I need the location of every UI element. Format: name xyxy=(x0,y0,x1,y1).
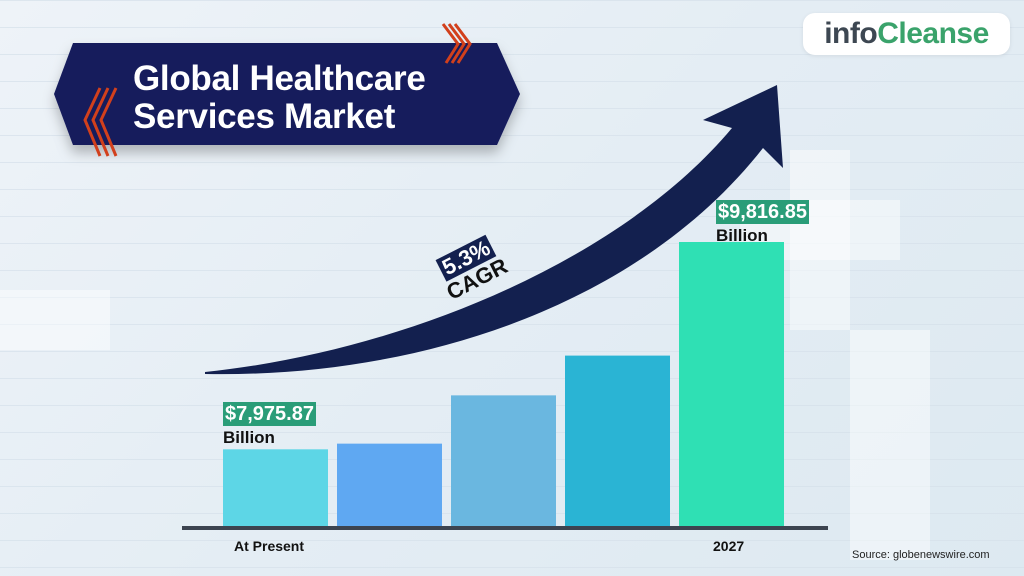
unit-label: Billion xyxy=(223,428,275,447)
logo-text-cleanse: Cleanse xyxy=(877,17,989,50)
background-cross xyxy=(0,290,110,350)
bar-5 xyxy=(679,242,784,526)
bar-2 xyxy=(337,443,442,526)
value-label: $9,816.85 xyxy=(716,200,809,224)
x-tick-label-2027: 2027 xyxy=(713,538,745,554)
title-line-1: Global Healthcare xyxy=(133,59,426,98)
value-label: $7,975.87 xyxy=(223,402,316,426)
infocleanse-logo: info Cleanse xyxy=(803,13,1010,55)
logo-text-info: info xyxy=(824,17,878,50)
x-tick-label-present: At Present xyxy=(234,538,305,554)
page-title: Global Healthcare Services Market xyxy=(133,60,426,136)
bar-1 xyxy=(223,449,328,526)
data-label-present: $7,975.87 Billion xyxy=(223,402,316,448)
source-note: Source: globenewswire.com xyxy=(852,549,990,561)
background-cross xyxy=(850,330,930,560)
bar-3 xyxy=(451,395,556,526)
unit-label: Billion xyxy=(716,226,768,245)
data-label-2027: $9,816.85 Billion xyxy=(716,200,809,246)
bar-4 xyxy=(565,355,670,526)
title-line-2: Services Market xyxy=(133,97,396,136)
background-cross xyxy=(790,150,850,330)
growth-arrow xyxy=(205,85,783,375)
